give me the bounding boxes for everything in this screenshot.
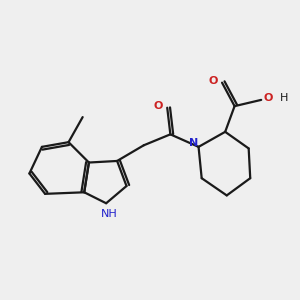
Text: N: N	[189, 138, 199, 148]
Text: O: O	[208, 76, 218, 86]
Text: O: O	[263, 93, 273, 103]
Text: H: H	[280, 93, 288, 103]
Text: O: O	[154, 101, 163, 111]
Text: NH: NH	[101, 209, 118, 219]
